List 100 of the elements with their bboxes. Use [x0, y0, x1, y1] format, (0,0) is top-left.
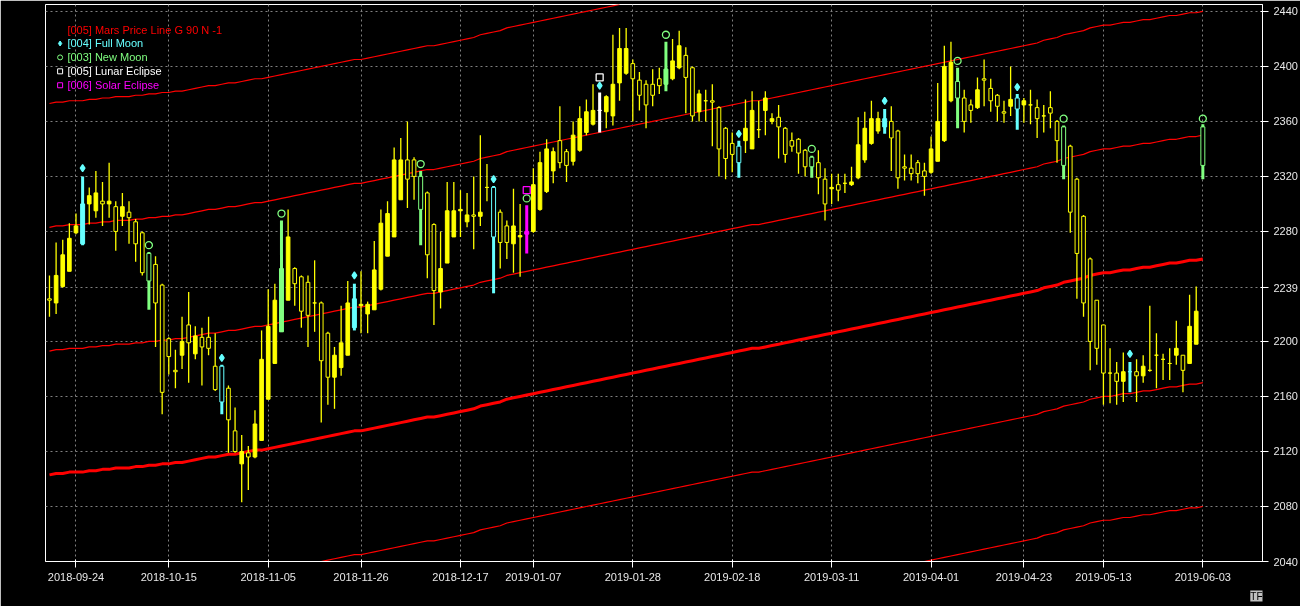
candlestick	[1134, 358, 1139, 403]
candlestick	[411, 156, 417, 201]
candlestick	[332, 346, 337, 410]
candlestick	[120, 192, 125, 227]
point	[881, 96, 888, 105]
point	[144, 241, 154, 250]
text: [005] Mars Price Line G 90 N -1	[67, 23, 223, 36]
x-tick-label: 2019-01-28	[604, 570, 661, 583]
point	[522, 186, 531, 195]
candlestick	[584, 98, 589, 136]
point	[79, 164, 86, 173]
point	[735, 129, 742, 138]
line-series	[48, 4, 621, 105]
candlestick	[1174, 320, 1179, 366]
candlestick	[511, 188, 516, 274]
candlestick	[816, 149, 821, 195]
y-tick-label: 2040	[1273, 555, 1298, 568]
point	[277, 209, 286, 218]
line-series	[47, 257, 1205, 477]
line-series	[923, 505, 1204, 562]
candlestick	[637, 71, 642, 112]
candlestick	[478, 134, 483, 227]
x-tick-label: 2018-09-24	[47, 570, 105, 583]
y-tick-label: 2280	[1273, 225, 1298, 238]
text: TF	[1250, 590, 1263, 602]
candlestick	[743, 98, 748, 154]
point	[218, 353, 225, 363]
y-tick-label: 2360	[1273, 115, 1298, 128]
candlestick	[835, 173, 841, 202]
x-tick-label: 2019-02-18	[704, 570, 761, 583]
candlestick	[1008, 65, 1013, 117]
candlestick	[875, 111, 881, 135]
x-tick-label: 2018-10-15	[140, 570, 197, 583]
candlestick	[1021, 97, 1027, 124]
candlestick	[517, 203, 523, 278]
candlestick	[106, 162, 112, 219]
candlestick	[1120, 351, 1126, 403]
x-tick-label: 2019-01-07	[505, 570, 562, 583]
legend-label: [005] Lunar Eclipse	[67, 65, 162, 78]
candlestick	[1107, 347, 1113, 404]
candlestick	[796, 137, 801, 175]
legend-label: [003] New Moon	[67, 51, 148, 64]
point	[596, 81, 603, 90]
x-tick-label: 2019-04-01	[902, 570, 960, 583]
line-series	[320, 382, 1204, 562]
candlestick	[1048, 90, 1053, 129]
point	[1198, 114, 1207, 123]
candlestick	[365, 300, 370, 334]
x-tick-label: 2018-11-05	[240, 570, 296, 583]
candlestick	[922, 162, 927, 197]
point	[351, 271, 358, 280]
candlestick	[955, 66, 961, 129]
candlestick	[1014, 93, 1020, 130]
candlestick	[1001, 100, 1007, 124]
candlestick	[564, 148, 569, 183]
x-tick-label: 2018-12-17	[432, 570, 489, 583]
candlestick	[882, 109, 888, 134]
y-tick-label: 2320	[1273, 170, 1298, 183]
candlestick	[438, 230, 443, 310]
candlestick	[995, 93, 1000, 123]
x-tick-label: 2019-04-23	[995, 570, 1053, 583]
candlestick	[975, 76, 980, 110]
y-tick-label: 2080	[1273, 500, 1298, 513]
candlestick	[458, 189, 463, 238]
candlestick	[763, 90, 768, 136]
point	[490, 175, 497, 184]
point	[522, 194, 531, 203]
point	[416, 159, 425, 169]
point	[953, 56, 962, 66]
candlestick	[670, 38, 675, 81]
point	[595, 73, 604, 82]
candlestick	[173, 349, 178, 389]
candlestick	[710, 83, 715, 147]
candlestick	[133, 218, 138, 263]
y-tick-label: 2200	[1273, 335, 1298, 348]
candlestick	[524, 205, 530, 254]
candlestick	[696, 89, 702, 123]
candlestick	[405, 120, 410, 209]
x-tick-label: 2018-11-26	[333, 570, 389, 583]
candlestick	[100, 181, 105, 227]
y-tick-label: 2160	[1273, 390, 1298, 403]
candlestick	[663, 41, 669, 93]
candlestick	[1180, 354, 1186, 393]
candlestick	[849, 166, 854, 187]
point	[1059, 114, 1068, 123]
point	[661, 30, 671, 39]
candlestick	[769, 112, 775, 125]
y-tick-label: 2120	[1273, 445, 1298, 458]
candlestick	[656, 67, 662, 95]
candlestick	[988, 78, 994, 113]
y-tick-label: 2239	[1273, 281, 1298, 294]
y-tick-label: 2400	[1273, 60, 1298, 73]
candlestick	[981, 58, 987, 107]
candlestick	[829, 173, 834, 205]
point	[1014, 82, 1021, 92]
candlestick	[776, 104, 781, 160]
candlestick	[1114, 361, 1119, 406]
candlestick	[1034, 98, 1040, 139]
legend-label: [004] Full Moon	[67, 37, 144, 50]
candlestick	[902, 153, 907, 182]
